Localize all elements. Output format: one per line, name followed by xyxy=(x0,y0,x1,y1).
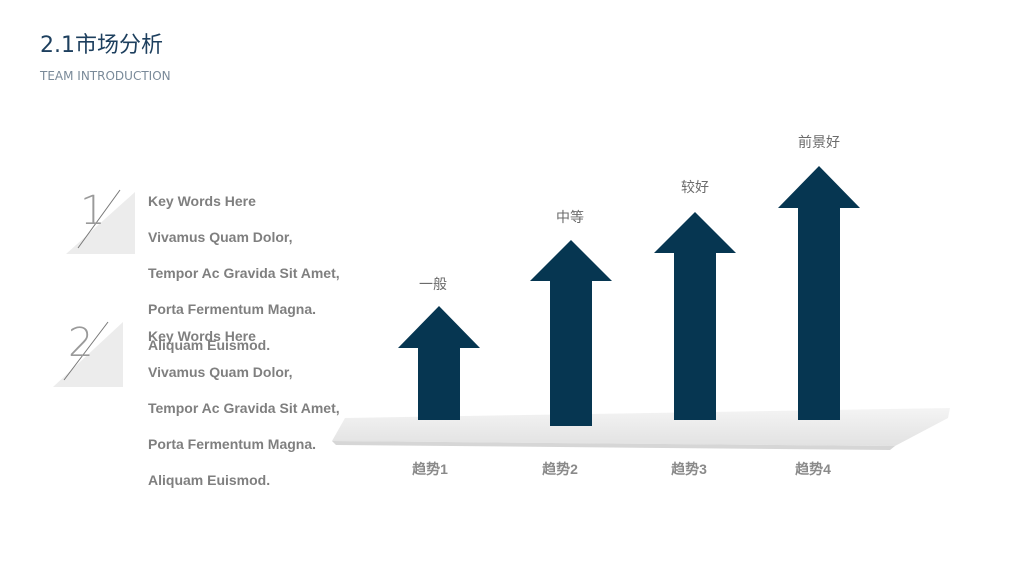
item-line: Porta Fermentum Magna. xyxy=(148,436,316,452)
item-number: 1 xyxy=(80,188,105,234)
arrow-top-label: 中等 xyxy=(556,209,584,226)
platform-edge xyxy=(332,441,895,450)
item-line: Aliquam Euismod. xyxy=(148,337,270,353)
number-slash xyxy=(77,189,121,249)
subtitle: TEAM INTRODUCTION xyxy=(39,69,171,83)
item-line: Porta Fermentum Magna. xyxy=(148,301,316,317)
arrow-top-label: 一般 xyxy=(419,277,447,293)
arrow-top-label: 前景好 xyxy=(798,134,840,151)
item-line: Key Words Here xyxy=(148,193,256,209)
item-line: Tempor Ac Gravida Sit Amet, xyxy=(148,265,340,281)
item-number: 2 xyxy=(68,320,93,366)
arrow-bottom-label: 趋势1 xyxy=(412,461,448,477)
arrow xyxy=(530,240,612,426)
platform xyxy=(332,408,950,446)
arrow-bottom-label: 趋势2 xyxy=(542,461,578,477)
arrow xyxy=(778,166,860,420)
number-deco xyxy=(66,192,135,254)
arrow xyxy=(398,306,480,420)
item-line: Vivamus Quam Dolor, xyxy=(148,364,292,380)
item-line: Vivamus Quam Dolor, xyxy=(148,229,292,245)
arrow-bottom-label: 趋势4 xyxy=(795,461,831,477)
item-line: Tempor Ac Gravida Sit Amet, xyxy=(148,400,340,416)
number-slash xyxy=(63,321,109,381)
arrow xyxy=(654,212,736,420)
title: 2.1市场分析 xyxy=(40,33,163,58)
arrow-top-label: 较好 xyxy=(681,180,709,196)
item-line: Key Words Here xyxy=(148,328,256,344)
arrow-bottom-label: 趋势3 xyxy=(671,461,707,477)
arrows xyxy=(398,166,860,426)
item-line: Aliquam Euismod. xyxy=(148,472,270,488)
